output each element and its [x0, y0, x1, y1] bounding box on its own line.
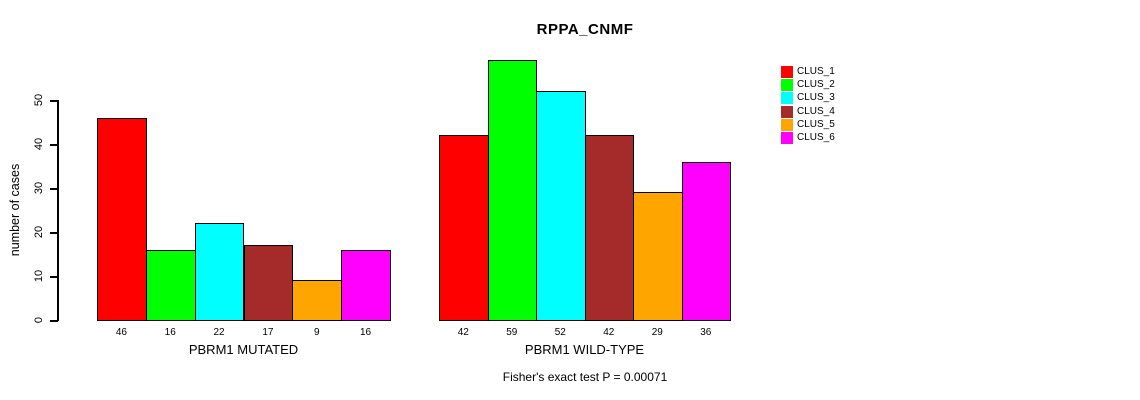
y-axis-tick	[50, 100, 58, 102]
bar-value-label: 29	[651, 327, 663, 338]
bar-clus_4	[584, 135, 634, 321]
legend-label-clus_3: CLUS_3	[797, 92, 835, 104]
legend-swatch-clus_1	[781, 66, 793, 78]
legend-swatch-clus_6	[781, 132, 793, 144]
bar-value-label: 17	[262, 327, 274, 338]
bar-value-label: 46	[115, 327, 127, 338]
bar-value-label: 16	[360, 327, 372, 338]
bar-clus_2	[145, 249, 196, 321]
y-axis-tick-label: 30	[33, 181, 45, 195]
y-axis-tick-label: 50	[33, 93, 45, 107]
bar-value-label: 52	[554, 327, 566, 338]
bar-clus_3	[536, 91, 586, 321]
x-axis-label-group-1: PBRM1 MUTATED	[188, 342, 299, 357]
legend-label-clus_5: CLUS_5	[797, 118, 835, 130]
bar-clus_3	[194, 223, 245, 321]
y-axis-tick-label: 40	[33, 137, 45, 151]
bar-clus_2	[487, 60, 537, 321]
legend-swatch-clus_2	[781, 79, 793, 92]
bar-clus_4	[243, 245, 294, 321]
y-axis-tick	[50, 320, 58, 322]
bar-clus_5	[292, 280, 343, 321]
bar-clus_6	[681, 161, 731, 321]
bar-value-label: 36	[700, 327, 712, 338]
x-axis-label-group-2: PBRM1 WILD-TYPE	[524, 342, 645, 357]
legend-label-clus_1: CLUS_1	[797, 66, 835, 77]
bar-clus_1	[97, 117, 147, 321]
y-axis-tick	[50, 144, 58, 146]
bar-value-label: 16	[164, 327, 176, 338]
stat-annotation: Fisher's exact test P = 0.00071	[502, 370, 668, 384]
legend-label-clus_4: CLUS_4	[797, 105, 835, 117]
y-axis-title: number of cases	[8, 163, 22, 257]
y-axis-tick	[50, 188, 58, 190]
y-axis-tick-label: 0	[33, 316, 45, 324]
bar-clus_5	[633, 192, 683, 321]
bar-value-label: 42	[457, 327, 469, 338]
bar-clus_6	[341, 249, 391, 321]
y-axis-tick-label: 20	[33, 225, 45, 239]
chart-title: RPPA_CNMF	[536, 21, 634, 38]
legend-label-clus_6: CLUS_6	[797, 132, 835, 143]
bar-value-label: 59	[506, 327, 518, 338]
legend-swatch-clus_5	[781, 118, 793, 131]
y-axis-line	[57, 100, 59, 321]
bar-value-label: 9	[313, 327, 320, 338]
legend-swatch-clus_3	[781, 92, 793, 105]
bar-clus_1	[439, 135, 489, 321]
y-axis-tick	[50, 232, 58, 234]
y-axis-tick	[50, 276, 58, 278]
bar-value-label: 22	[213, 327, 225, 338]
bar-value-label: 42	[603, 327, 615, 338]
legend-label-clus_2: CLUS_2	[797, 79, 835, 91]
y-axis-tick-label: 10	[33, 269, 45, 283]
legend-swatch-clus_4	[781, 105, 793, 118]
